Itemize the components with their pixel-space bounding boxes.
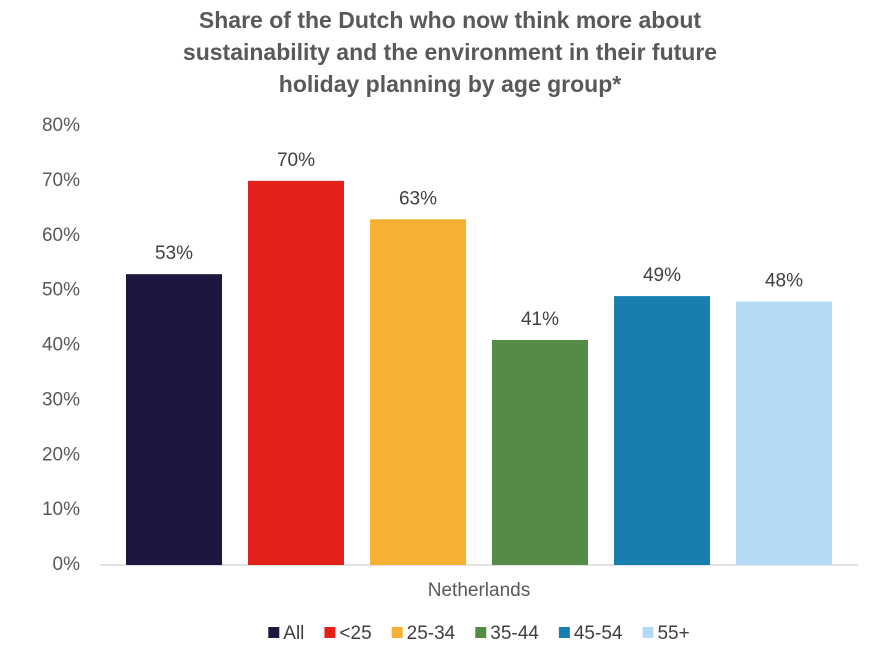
y-tick-label: 80%	[42, 115, 80, 136]
chart-title: sustainability and the environment in th…	[183, 39, 717, 65]
bar	[492, 340, 588, 565]
legend-swatch	[642, 627, 654, 638]
chart-title: holiday planning by age group*	[279, 71, 622, 97]
legend-label: 25-34	[407, 623, 456, 644]
bar	[614, 296, 710, 565]
y-tick-label: 50%	[42, 280, 80, 301]
y-tick-label: 70%	[42, 170, 80, 191]
legend-label: All	[283, 623, 304, 644]
legend-swatch	[268, 627, 280, 638]
bar	[126, 274, 222, 565]
legend: All <25 25-34 35-44 45-54 55+	[268, 623, 690, 644]
bar	[736, 301, 832, 565]
bar	[248, 180, 344, 565]
legend-label: 55+	[657, 623, 689, 644]
x-tick-label: Netherlands	[428, 580, 530, 601]
data-label: 63%	[399, 188, 437, 209]
bar	[370, 219, 466, 565]
legend-label: 45-54	[574, 623, 623, 644]
data-label: 41%	[521, 309, 559, 330]
y-tick-label: 40%	[42, 335, 80, 356]
data-label: 53%	[155, 243, 193, 264]
y-tick-label: 20%	[42, 444, 80, 465]
legend-swatch	[324, 627, 336, 638]
legend-swatch	[391, 627, 403, 638]
y-tick-label: 60%	[42, 225, 80, 246]
legend-label: <25	[339, 623, 371, 644]
y-tick-label: 0%	[53, 554, 81, 575]
y-tick-label: 10%	[42, 499, 80, 520]
legend-swatch	[558, 627, 570, 638]
data-label: 70%	[277, 150, 315, 171]
legend-swatch	[475, 627, 487, 638]
legend-label: 35-44	[490, 623, 539, 644]
data-label: 49%	[643, 265, 681, 286]
data-label: 48%	[765, 271, 803, 292]
chart-title: Share of the Dutch who now think more ab…	[199, 7, 702, 33]
y-tick-label: 30%	[42, 389, 80, 410]
